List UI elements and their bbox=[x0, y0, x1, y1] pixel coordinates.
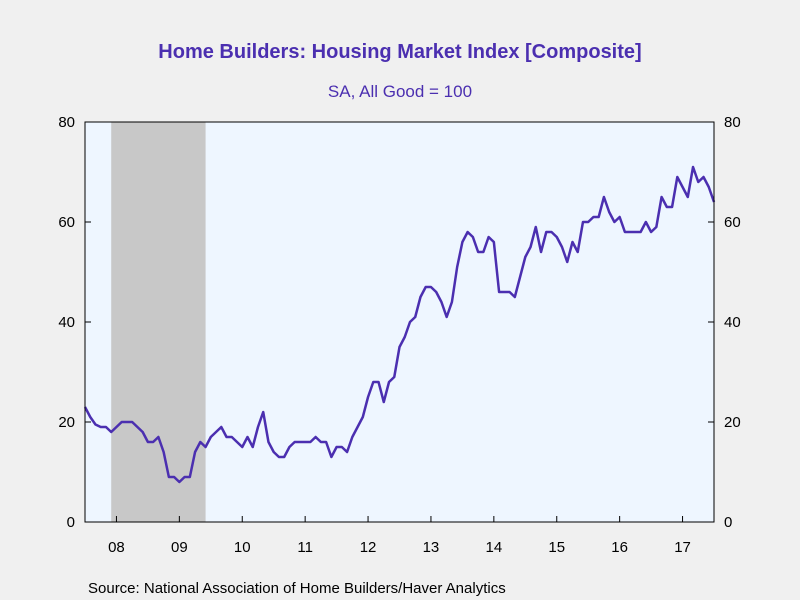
x-tick-label: 11 bbox=[297, 539, 313, 556]
x-tick-label: 17 bbox=[674, 539, 691, 556]
x-tick-label: 08 bbox=[108, 539, 125, 556]
chart-title: Home Builders: Housing Market Index [Com… bbox=[158, 41, 641, 63]
y-tick-label-left: 60 bbox=[58, 214, 75, 231]
x-tick-label: 09 bbox=[171, 539, 188, 556]
chart-source: Source: National Association of Home Bui… bbox=[88, 580, 506, 597]
y-tick-label-right: 0 bbox=[724, 514, 732, 531]
x-tick-label: 13 bbox=[423, 539, 440, 556]
x-tick-label: 12 bbox=[360, 539, 377, 556]
y-tick-label-right: 60 bbox=[724, 214, 741, 231]
x-tick-label: 16 bbox=[611, 539, 628, 556]
x-tick-label: 14 bbox=[486, 539, 503, 556]
y-tick-label-left: 40 bbox=[58, 314, 75, 331]
chart-subtitle: SA, All Good = 100 bbox=[328, 82, 472, 101]
recession-shading bbox=[111, 122, 206, 522]
y-tick-label-right: 20 bbox=[724, 414, 741, 431]
y-tick-label-right: 80 bbox=[724, 114, 741, 131]
series-line bbox=[83, 165, 716, 484]
y-tick-label-left: 20 bbox=[58, 414, 75, 431]
x-tick-label: 15 bbox=[548, 539, 565, 556]
y-tick-label-left: 80 bbox=[58, 114, 75, 131]
x-tick-label: 10 bbox=[234, 539, 251, 556]
y-tick-label-left: 0 bbox=[67, 514, 75, 531]
y-tick-label-right: 40 bbox=[724, 314, 741, 331]
